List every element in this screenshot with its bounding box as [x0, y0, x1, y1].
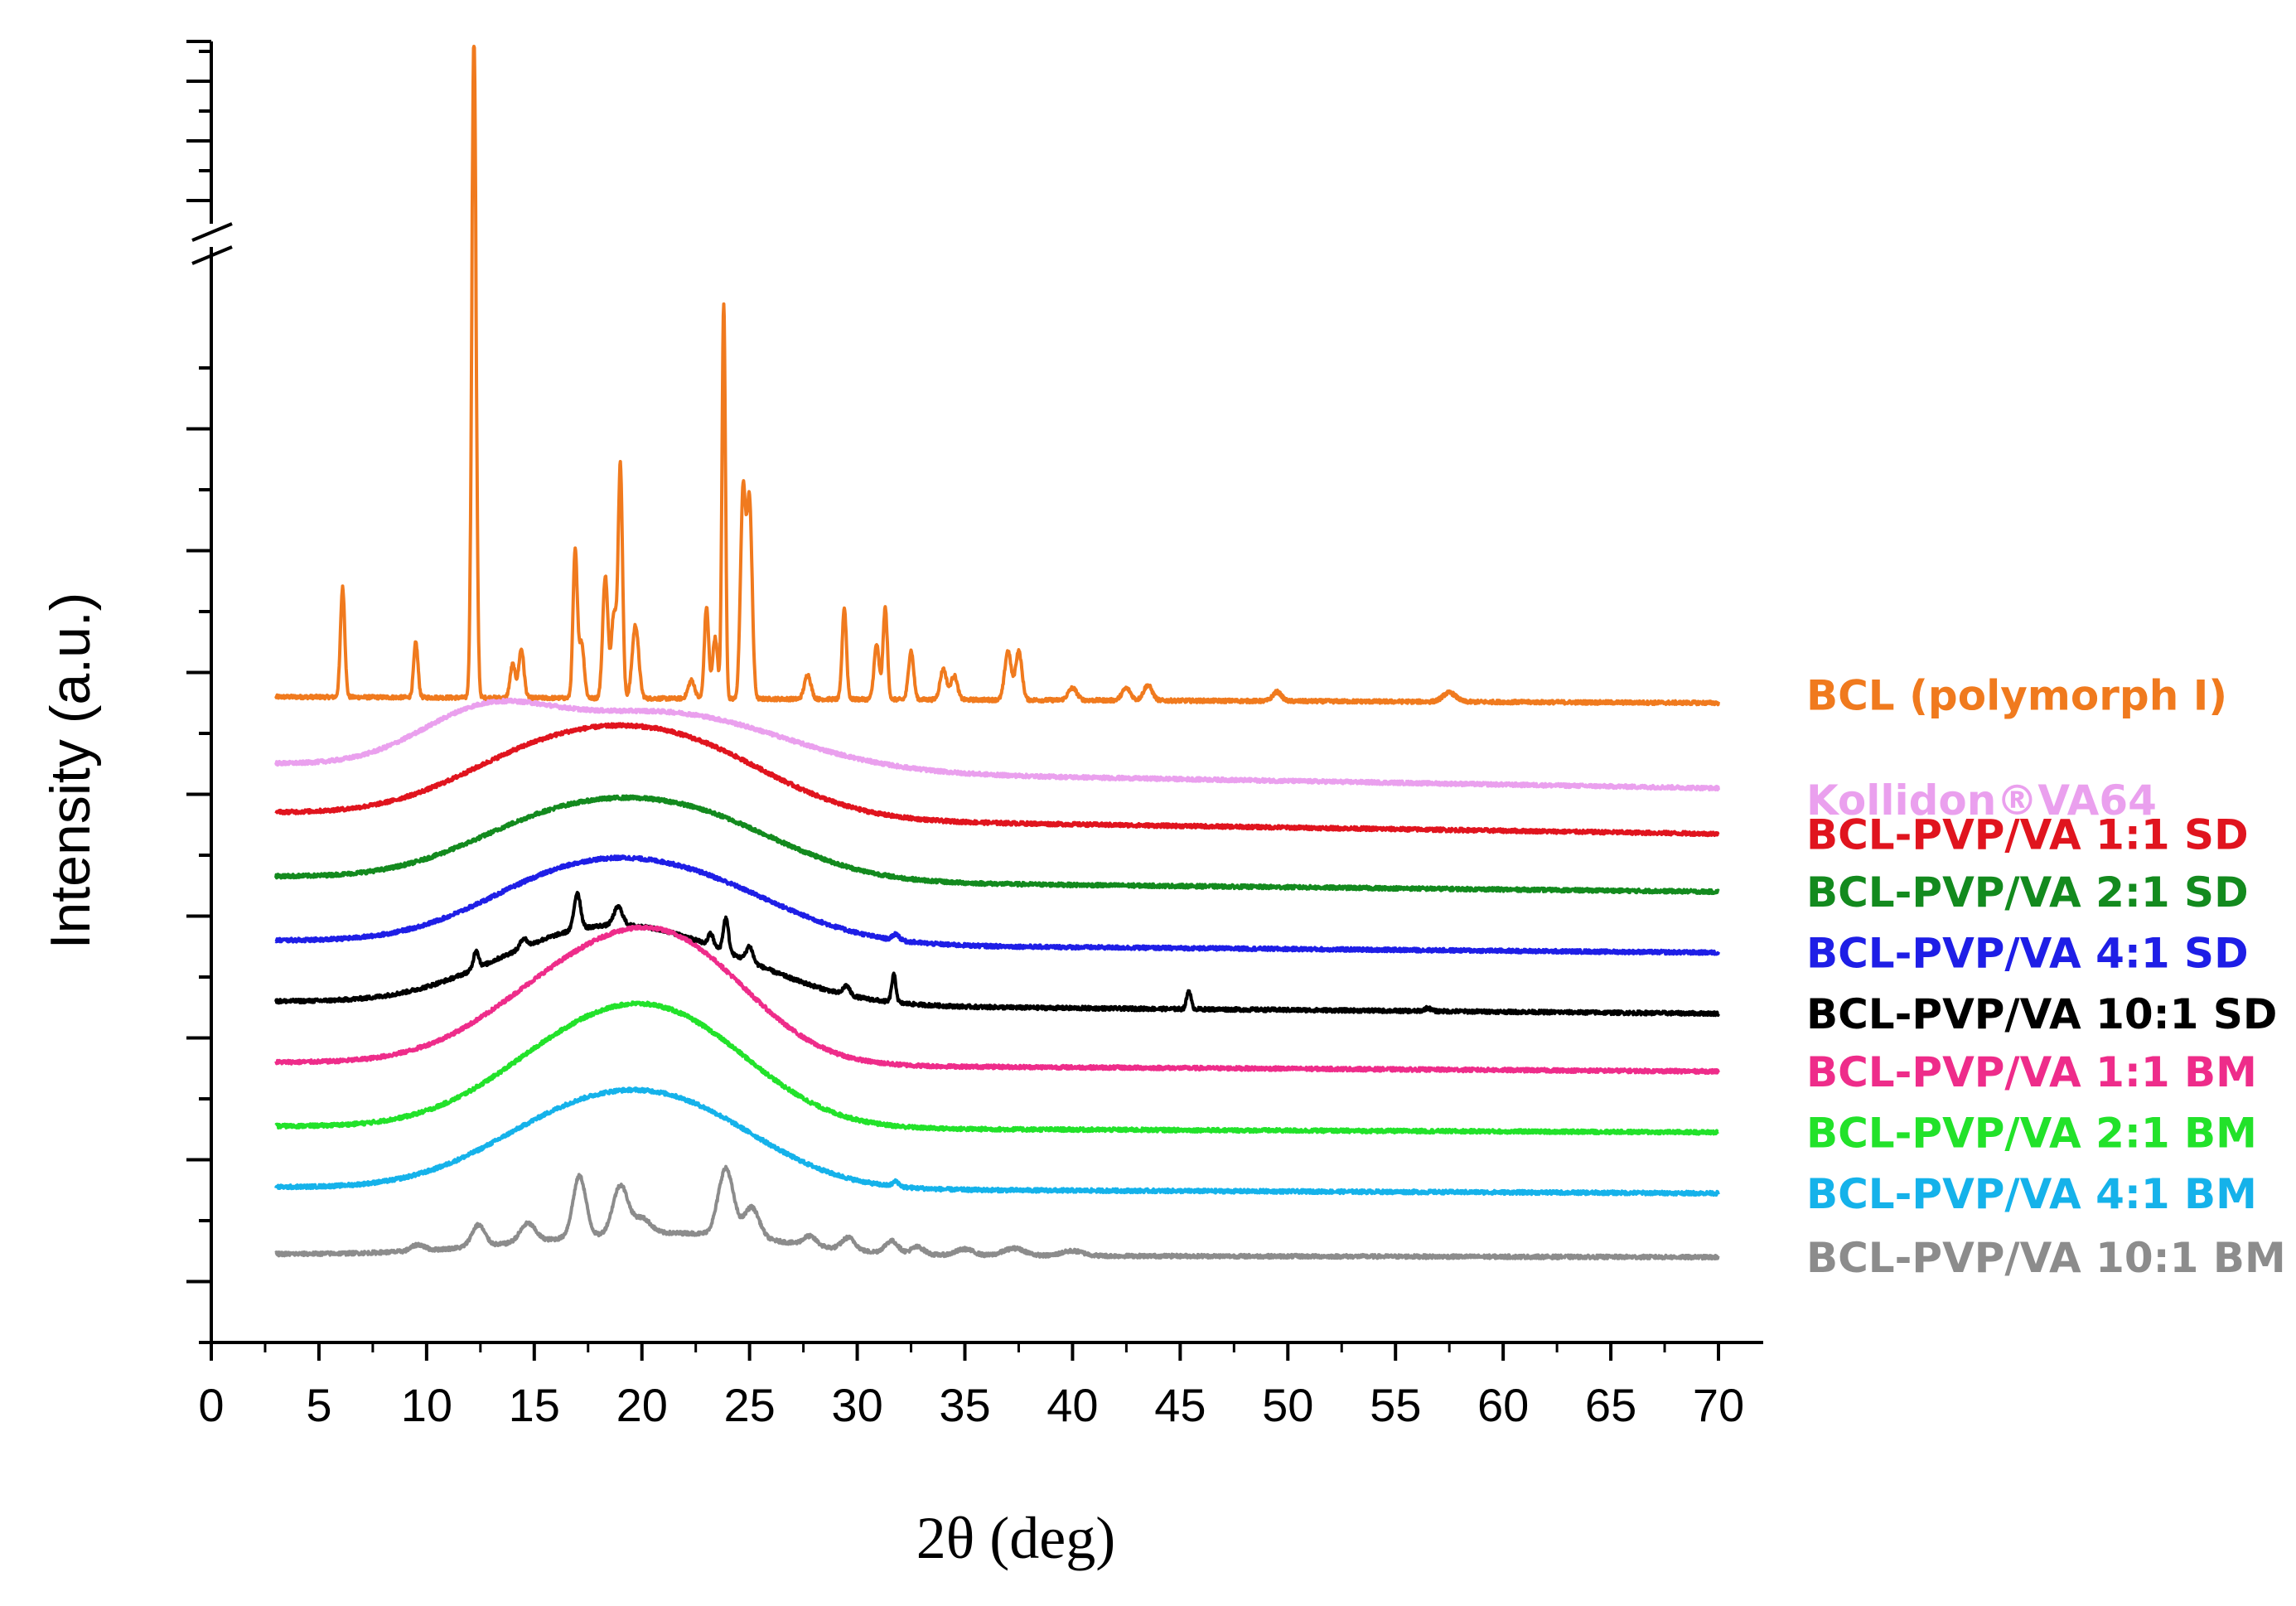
series-line [274, 1164, 1720, 1261]
series-line [274, 697, 1720, 792]
series-line [274, 794, 1720, 896]
x-tick-label: 0 [198, 1379, 224, 1431]
legend-label: BCL-PVP/VA 1:1 SD [1806, 810, 2249, 859]
x-tick-label: 5 [306, 1379, 331, 1431]
traces-group [274, 45, 1720, 1261]
legend-label: Kollidon®VA64 [1806, 776, 2157, 825]
legend-label: BCL-PVP/VA 2:1 SD [1806, 868, 2249, 917]
series-line [274, 45, 1720, 707]
x-tick-label: 10 [401, 1379, 452, 1431]
series-line [274, 854, 1720, 956]
axes-group: 0 5 10 15 20 25 30 35 40 45 50 55 60 65 70 [186, 40, 1763, 1431]
legend-label: BCL-PVP/VA 10:1 BM [1806, 1234, 2286, 1282]
legend-label: BCL-PVP/VA 1:1 BM [1806, 1048, 2257, 1096]
x-tick-label: 45 [1154, 1379, 1206, 1431]
x-tick-label: 65 [1585, 1379, 1636, 1431]
x-ticks: 0 5 10 15 20 25 30 35 40 45 50 55 60 65 70 [198, 1342, 1744, 1431]
series-line [274, 1000, 1720, 1136]
series-line [274, 890, 1720, 1018]
legend-label: BCL-PVP/VA 4:1 SD [1806, 930, 2249, 978]
legend-label: BCL-PVP/VA 10:1 SD [1806, 990, 2277, 1038]
x-tick-label: 60 [1477, 1379, 1529, 1431]
x-tick-label: 30 [831, 1379, 882, 1431]
legend-label: BCL-PVP/VA 2:1 BM [1806, 1109, 2257, 1157]
legend-label: BCL (polymorph I) [1806, 671, 2227, 719]
series-line [274, 722, 1720, 838]
legend: BCL (polymorph I)Kollidon®VA64BCL-PVP/VA… [1806, 671, 2286, 1282]
x-tick-label: 40 [1046, 1379, 1098, 1431]
x-tick-label: 35 [939, 1379, 990, 1431]
x-tick-label: 20 [616, 1379, 668, 1431]
x-tick-label: 70 [1693, 1379, 1744, 1431]
y-ticks [186, 40, 211, 1344]
series-line [274, 924, 1720, 1075]
x-tick-label: 50 [1262, 1379, 1313, 1431]
x-tick-label: 55 [1370, 1379, 1421, 1431]
x-tick-label: 15 [509, 1379, 560, 1431]
y-axis-break [191, 222, 233, 265]
y-axis-title: Intensity (a.u.) [39, 593, 102, 950]
x-axis-title: 2θ (deg) [916, 1505, 1115, 1571]
legend-label: BCL-PVP/VA 4:1 BM [1806, 1170, 2257, 1218]
series-line [274, 1086, 1720, 1197]
x-tick-label: 25 [723, 1379, 775, 1431]
